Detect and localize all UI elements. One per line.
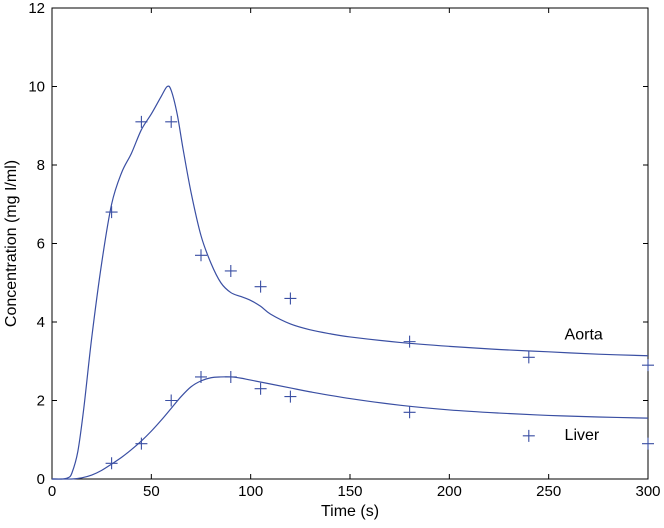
data-point-liver: [254, 382, 267, 395]
data-point-liver: [522, 429, 535, 442]
data-point-liver: [642, 437, 654, 450]
annotation-liver: Liver: [565, 427, 600, 444]
fitted-curve-liver: [51, 376, 649, 480]
x-tick-label: 100: [238, 483, 263, 500]
data-point-aorta: [642, 359, 654, 372]
data-point-aorta: [165, 115, 178, 128]
data-point-aorta: [135, 115, 148, 128]
y-tick-label: 10: [28, 79, 45, 96]
data-point-liver: [165, 394, 178, 407]
fitted-curve-aorta: [51, 85, 649, 480]
x-tick-label: 150: [337, 483, 362, 500]
axis-tick-labels: 0 50 100 150 200 250 300 0 2 4 6 8 10 12: [28, 0, 660, 500]
data-point-aorta: [254, 280, 267, 293]
x-tick-label: 200: [437, 483, 462, 500]
data-point-liver: [403, 406, 416, 419]
data-point-liver: [284, 390, 297, 403]
y-tick-label: 4: [37, 314, 45, 331]
axis-ticks: [51, 7, 649, 480]
y-tick-label: 2: [37, 393, 45, 410]
plot-area: [51, 7, 649, 480]
y-tick-label: 12: [28, 0, 45, 17]
series-layer: [51, 85, 654, 480]
x-tick-label: 250: [536, 483, 561, 500]
x-axis-label: Time (s): [321, 503, 379, 520]
series-aorta: [51, 85, 654, 480]
data-point-aorta: [284, 292, 297, 305]
data-point-aorta: [403, 335, 416, 348]
data-point-aorta: [195, 249, 207, 262]
y-tick-label: 0: [37, 471, 45, 488]
annotation-aorta: Aorta: [565, 327, 603, 344]
data-point-aorta: [224, 264, 237, 277]
data-point-liver: [135, 437, 148, 450]
y-tick-label: 6: [37, 236, 45, 253]
x-tick-label: 50: [143, 483, 160, 500]
x-tick-label: 300: [635, 483, 660, 500]
data-point-aorta: [522, 351, 535, 364]
data-point-liver: [105, 457, 118, 470]
series-liver: [51, 370, 654, 480]
y-axis-label: Concentration (mg I/ml): [3, 160, 20, 327]
annotations: Aorta Liver: [565, 327, 603, 444]
data-point-aorta: [105, 206, 118, 219]
data-point-liver: [224, 370, 237, 383]
y-tick-label: 8: [37, 157, 45, 174]
x-tick-label: 0: [48, 483, 56, 500]
data-point-liver: [195, 370, 207, 383]
